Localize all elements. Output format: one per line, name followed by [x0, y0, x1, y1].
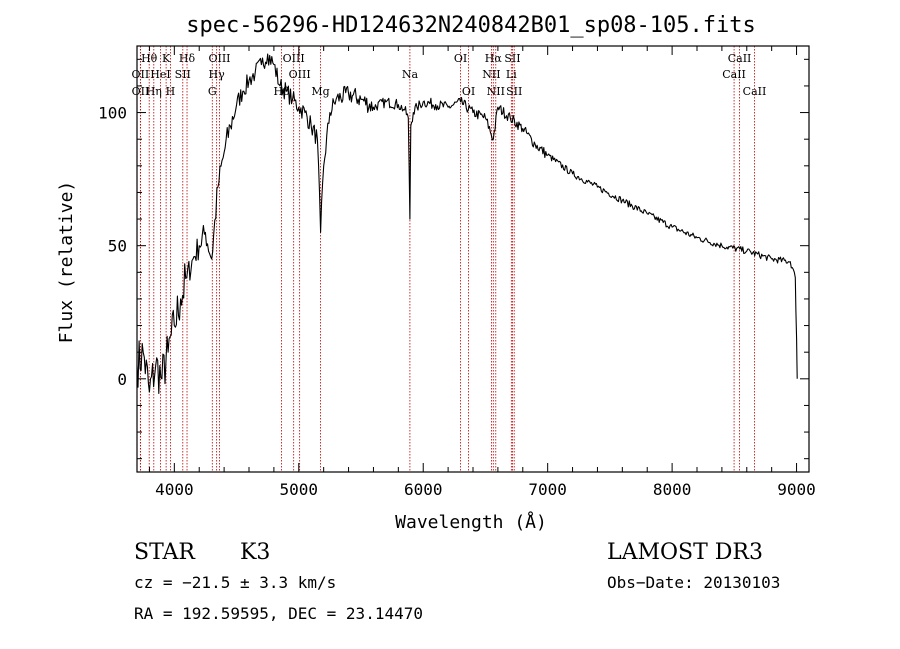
- marker-label-7: H: [166, 85, 176, 98]
- marker-label-13: OIII: [289, 68, 311, 81]
- x-tick-label-5000: 5000: [280, 480, 319, 499]
- marker-label-4: HeI: [150, 68, 170, 81]
- marker-label-5: K: [162, 52, 171, 65]
- flux-series-line: [136, 53, 798, 395]
- marker-label-0: Hθ: [141, 52, 158, 65]
- redshift-text: cz = −21.5 ± 3.3 km/s: [134, 573, 337, 592]
- marker-label-26: CaII: [722, 68, 746, 81]
- marker-label-1: Hη: [146, 85, 162, 98]
- marker-label-15: Mg: [311, 85, 329, 98]
- x-tick-label-8000: 8000: [653, 480, 692, 499]
- marker-label-8: Hδ: [179, 52, 196, 65]
- marker-label-3: OII: [132, 85, 150, 98]
- marker-label-21: NII: [487, 85, 505, 98]
- coordinates-text: RA = 192.59595, DEC = 23.14470: [134, 604, 423, 623]
- y-tick-label-0: 0: [117, 370, 127, 389]
- marker-label-11: G: [208, 85, 217, 98]
- marker-label-9: OIII: [208, 52, 230, 65]
- x-tick-label-4000: 4000: [155, 480, 194, 499]
- marker-label-22: SII: [504, 52, 520, 65]
- marker-label-10: Hγ: [209, 68, 226, 81]
- marker-label-16: Na: [402, 68, 419, 81]
- marker-lines: [139, 46, 755, 472]
- marker-label-18: OI: [462, 85, 475, 98]
- marker-label-2: OII: [132, 68, 150, 81]
- marker-label-6: SII: [175, 68, 191, 81]
- chart-title: spec-56296-HD124632N240842B01_sp08-105.f…: [186, 13, 756, 38]
- marker-label-24: SII: [506, 85, 522, 98]
- observation-date: Obs−Date: 20130103: [607, 573, 781, 592]
- object-class: STAR: [134, 540, 195, 565]
- marker-label-25: CaII: [728, 52, 752, 65]
- marker-label-19: Hα: [485, 52, 503, 65]
- x-tick-label-6000: 6000: [404, 480, 443, 499]
- marker-label-12: OIII: [283, 52, 305, 65]
- marker-label-23: Li: [506, 68, 517, 81]
- marker-label-20: NII: [482, 68, 500, 81]
- x-tick-label-7000: 7000: [528, 480, 567, 499]
- x-tick-label-9000: 9000: [777, 480, 816, 499]
- axis-ticks: 4000 5000 6000 7000 8000 9000 0 50 100: [98, 46, 816, 499]
- y-axis-label: Flux (relative): [56, 181, 77, 344]
- marker-label-27: CaII: [743, 85, 767, 98]
- y-tick-label-50: 50: [108, 237, 127, 256]
- y-tick-label-100: 100: [98, 104, 127, 123]
- marker-label-17: OI: [454, 52, 467, 65]
- object-subclass: K3: [240, 540, 271, 565]
- x-axis-label: Wavelength (Å): [395, 511, 547, 533]
- survey-name: LAMOST DR3: [607, 540, 763, 565]
